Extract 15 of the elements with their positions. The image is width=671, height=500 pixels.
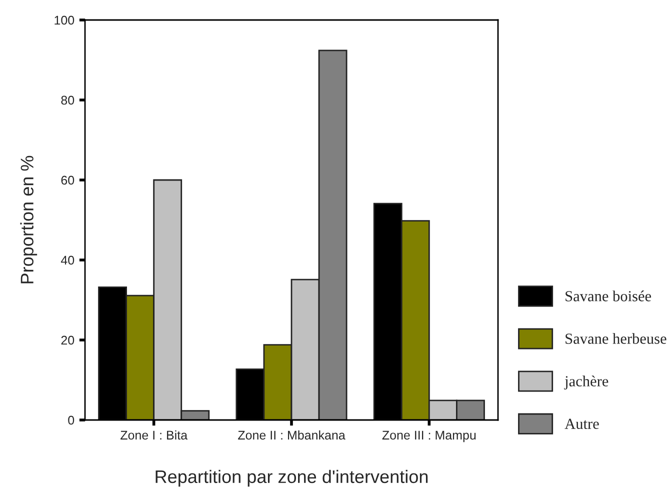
x-tick-label: Zone I : Bita xyxy=(120,430,188,440)
y-axis-title: Proportion en % xyxy=(20,156,38,284)
y-tick-label: 20 xyxy=(61,336,74,345)
y-tick-label: 100 xyxy=(54,16,74,25)
y-tick-label: 0 xyxy=(68,416,74,425)
legend-label: Savane herbeuse xyxy=(566,333,666,344)
x-axis-title: Repartition par zone d'intervention xyxy=(156,470,428,487)
y-tick-label: 40 xyxy=(60,256,74,265)
legend-label: Autre xyxy=(564,418,599,429)
legend-label: Savane boisée xyxy=(566,290,652,302)
x-tick-label: Zone III : Mampu xyxy=(382,430,476,442)
y-tick-label: 60 xyxy=(61,176,74,185)
y-tick-label: 80 xyxy=(61,96,74,105)
legend-label: jachère xyxy=(564,376,608,390)
x-tick-label: Zone II : Mbankana xyxy=(238,430,346,440)
